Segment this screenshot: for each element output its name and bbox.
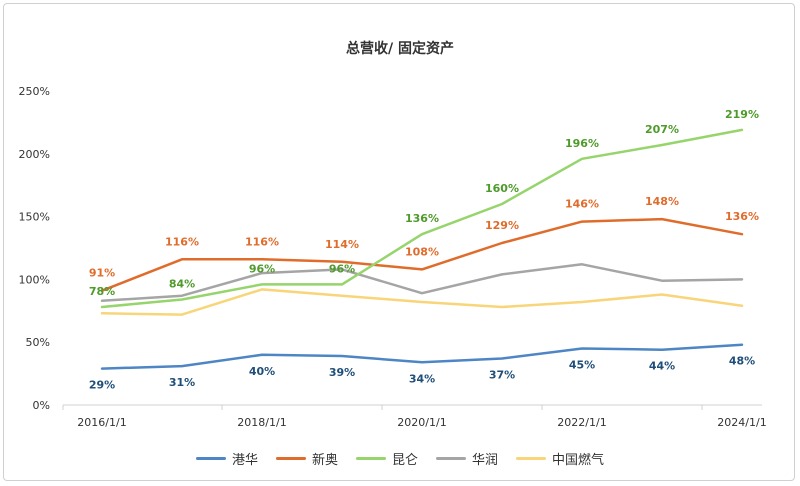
data-label: 31%: [169, 376, 195, 389]
series-line-1: [100, 217, 744, 292]
x-tick-label: 2018/1/1: [237, 416, 286, 429]
legend-label: 华润: [472, 453, 499, 468]
data-label: 96%: [249, 262, 275, 275]
data-label: 39%: [329, 366, 355, 379]
data-label: 129%: [485, 219, 519, 232]
legend-swatch: [436, 457, 466, 460]
y-tick-label: 0%: [33, 399, 50, 412]
chart-legend: 港华 新奥 昆仑 华润 中国燃气: [0, 449, 800, 468]
data-label: 29%: [89, 379, 115, 392]
legend-item: 新奥: [275, 449, 338, 468]
data-label: 207%: [645, 123, 679, 136]
data-label: 44%: [649, 360, 675, 373]
y-tick-label: 100%: [19, 273, 50, 286]
data-label: 96%: [329, 262, 355, 275]
data-label: 219%: [725, 108, 759, 121]
data-label: 84%: [169, 277, 195, 290]
legend-item: 港华: [195, 449, 258, 468]
legend-item: 昆仑: [355, 449, 418, 468]
data-label: 146%: [565, 198, 599, 211]
data-label: 108%: [405, 245, 439, 258]
x-tick-label: 2024/1/1: [717, 416, 766, 429]
legend-label: 港华: [231, 453, 258, 468]
data-label: 148%: [645, 195, 679, 208]
data-label: 91%: [89, 267, 115, 280]
chart-title: 总营收/ 固定资产: [346, 41, 454, 57]
data-label: 136%: [725, 210, 759, 223]
x-tick-label: 2020/1/1: [397, 416, 446, 429]
data-label: 34%: [409, 372, 435, 385]
series-line-2: [100, 128, 744, 309]
legend-swatch: [355, 457, 386, 460]
data-label: 78%: [89, 285, 115, 298]
legend-label: 新奥: [311, 453, 338, 468]
chart-frame: [3, 3, 795, 481]
legend-swatch: [195, 457, 226, 460]
y-tick-label: 250%: [19, 85, 50, 98]
y-tick-label: 200%: [19, 148, 50, 161]
data-label: 37%: [489, 369, 515, 382]
legend-swatch: [275, 457, 306, 460]
series-line-4: [100, 288, 744, 316]
data-label: 116%: [165, 235, 199, 248]
x-tick-label: 2022/1/1: [557, 416, 606, 429]
data-label: 48%: [729, 355, 755, 368]
legend-swatch: [516, 457, 547, 460]
legend-item: 华润: [436, 449, 498, 468]
y-tick-label: 50%: [26, 336, 50, 349]
series-line-3: [100, 263, 744, 303]
data-label: 114%: [325, 238, 359, 251]
x-tick-label: 2016/1/1: [77, 416, 126, 429]
series-line-0: [100, 343, 744, 370]
data-label: 160%: [485, 182, 519, 195]
data-label: 45%: [569, 358, 595, 371]
data-label: 116%: [245, 235, 279, 248]
y-tick-label: 150%: [19, 211, 50, 224]
data-label: 136%: [405, 212, 439, 225]
data-label: 40%: [249, 365, 275, 378]
legend-label: 昆仑: [391, 453, 418, 468]
legend-item: 中国燃气: [516, 449, 604, 468]
legend-label: 中国燃气: [552, 453, 605, 468]
data-label: 196%: [565, 137, 599, 150]
